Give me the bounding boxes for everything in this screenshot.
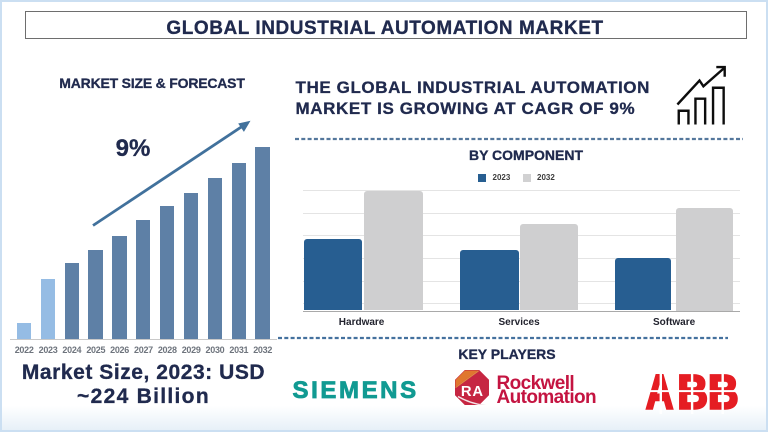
svg-text:RA: RA (461, 384, 484, 400)
